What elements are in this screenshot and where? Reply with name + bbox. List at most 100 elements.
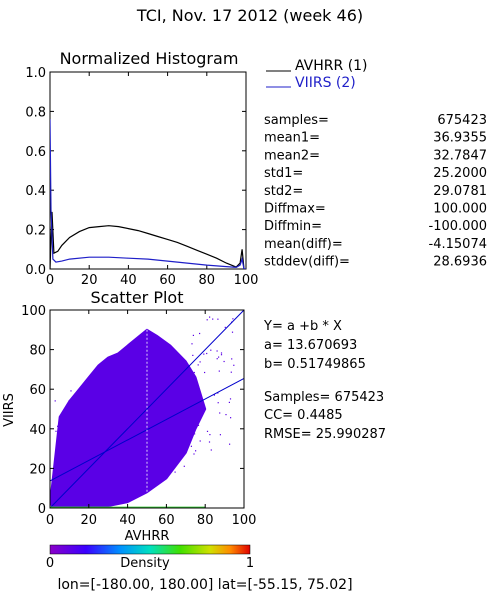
scatter-point xyxy=(70,458,73,460)
scatter-point xyxy=(232,318,234,320)
stat-label: stddev(diff)= xyxy=(264,255,350,270)
scatter-point xyxy=(70,390,72,392)
stat-value: 32.7847 xyxy=(433,148,487,163)
scatter-point xyxy=(166,423,168,425)
scatter-point xyxy=(110,380,112,382)
scatter-point xyxy=(135,417,137,419)
scatter-point xyxy=(138,371,140,373)
regression-equation: Y= a +b * X xyxy=(263,319,342,334)
scatter-point xyxy=(133,401,135,403)
scatter-point xyxy=(156,479,158,481)
scatter-point xyxy=(229,443,231,445)
scatter-point xyxy=(81,476,83,478)
avhrr-series-line xyxy=(50,211,246,269)
scatter-point xyxy=(209,316,211,318)
stat-label: mean1= xyxy=(264,131,320,146)
scatter-point xyxy=(138,491,140,493)
scatter-point xyxy=(98,440,100,442)
scatter-point xyxy=(136,460,138,462)
scatter-point xyxy=(102,477,104,479)
scatter-point xyxy=(144,481,147,483)
scatter-point xyxy=(96,398,98,400)
histogram-x-tick-label: 40 xyxy=(120,273,137,288)
scatter-reference-lines xyxy=(50,310,244,508)
scatter-point xyxy=(98,381,100,383)
scatter-point xyxy=(127,458,129,460)
scatter-point xyxy=(228,401,230,403)
scatter-point xyxy=(69,505,71,507)
scatter-point xyxy=(123,371,125,373)
scatter-point xyxy=(200,411,202,413)
scatter-point xyxy=(184,371,186,373)
stat-label: Diffmax= xyxy=(264,202,326,217)
scatter-point xyxy=(124,368,126,370)
page-title: TCI, Nov. 17 2012 (week 46) xyxy=(136,6,363,25)
scatter-point xyxy=(139,353,142,355)
scatter-y-tick-label: 20 xyxy=(29,462,46,477)
stat-value: 28.6936 xyxy=(433,255,487,270)
scatter-point xyxy=(113,483,115,485)
scatter-point xyxy=(231,331,234,333)
scatter-point xyxy=(76,470,78,472)
scatter-point xyxy=(135,423,137,425)
scatter-point xyxy=(65,427,67,429)
scatter-y-tick-label: 0 xyxy=(38,502,46,517)
scatter-point xyxy=(224,326,226,328)
scatter-point xyxy=(149,452,151,454)
scatter-y-tick-label: 80 xyxy=(29,344,46,359)
scatter-point xyxy=(105,441,107,443)
scatter-point xyxy=(175,402,178,404)
scatter-point xyxy=(134,441,137,443)
histogram-chart: Normalized Histogram 0.00.20.40.60.81.0 … xyxy=(25,49,367,288)
viirs-series-line xyxy=(50,119,246,269)
scatter-point xyxy=(134,424,136,427)
scatter-point xyxy=(145,414,147,416)
scatter-point xyxy=(153,358,155,360)
scatter-point xyxy=(201,401,203,403)
legend-viirs-label: VIIRS (2) xyxy=(295,75,356,91)
scatter-point xyxy=(108,375,111,377)
scatter-point xyxy=(118,453,120,455)
scatter-point xyxy=(108,369,110,371)
scatter-point xyxy=(76,400,78,402)
scatter-point xyxy=(174,471,176,473)
scatter-point xyxy=(223,360,225,363)
scatter-point xyxy=(70,465,72,467)
scatter-point xyxy=(76,463,78,465)
scatter-point xyxy=(78,422,80,425)
scatter-point xyxy=(175,450,177,452)
scatter-y-tick-label: 100 xyxy=(21,304,46,319)
histogram-frame xyxy=(49,71,247,270)
scatter-point xyxy=(180,367,182,369)
scatter-point xyxy=(204,371,206,374)
scatter-point xyxy=(82,414,84,416)
scatter-point xyxy=(144,475,146,477)
scatter-point xyxy=(116,374,118,376)
histogram-title: Normalized Histogram xyxy=(60,49,239,68)
scatter-point xyxy=(203,353,205,355)
scatter-point xyxy=(135,483,137,485)
scatter-point xyxy=(117,405,119,407)
colorbar-gradient xyxy=(49,544,251,555)
one-to-one-line xyxy=(50,310,244,508)
scatter-point xyxy=(206,430,209,432)
scatter-point xyxy=(93,460,95,462)
scatter-chart: Scatter Plot 0 20 40 60 80 100 0 20 40 60 80 100 A… xyxy=(2,288,256,544)
scatter-point xyxy=(106,400,108,402)
scatter-point xyxy=(162,414,164,416)
scatter-point xyxy=(192,354,194,356)
scatter-point xyxy=(72,469,74,471)
scatter-point xyxy=(225,414,227,416)
scatter-point xyxy=(167,416,169,418)
scatter-point xyxy=(175,461,177,463)
scatter-point xyxy=(147,382,149,384)
scatter-point xyxy=(152,368,155,371)
colorbar-min-label: 0 xyxy=(46,556,54,571)
scatter-x-tick-label: 20 xyxy=(81,513,98,528)
scatter-point xyxy=(72,463,75,465)
scatter-point xyxy=(170,419,172,421)
scatter-point xyxy=(111,392,113,394)
scatter-point xyxy=(157,440,159,442)
scatter-point xyxy=(55,430,57,432)
